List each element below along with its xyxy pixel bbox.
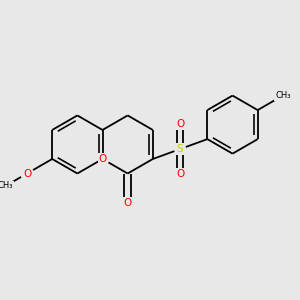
Text: O: O [176, 119, 184, 129]
Text: CH₃: CH₃ [275, 91, 291, 100]
Text: O: O [23, 169, 31, 178]
Text: O: O [98, 154, 106, 164]
Text: O: O [176, 169, 184, 179]
Text: S: S [177, 144, 183, 154]
Text: O: O [124, 197, 132, 208]
Text: CH₃: CH₃ [0, 182, 14, 190]
